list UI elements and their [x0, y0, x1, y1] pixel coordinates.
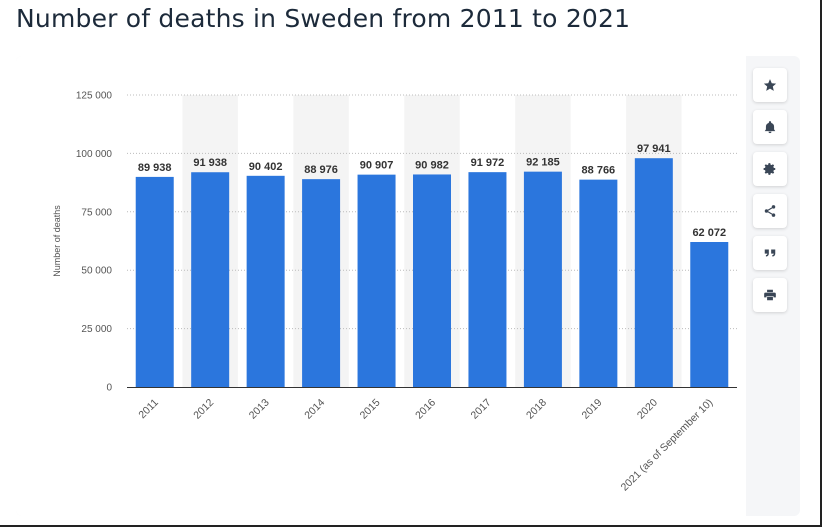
bar	[191, 172, 230, 387]
y-tick-label: 100 000	[76, 149, 113, 160]
data-label: 88 976	[304, 164, 338, 176]
page-title: Number of deaths in Sweden from 2011 to …	[16, 4, 631, 33]
x-tick-label: 2016	[413, 397, 438, 422]
print-icon	[764, 289, 776, 301]
y-axis-title: Number of deaths	[52, 205, 62, 277]
x-tick-label: 2017	[469, 397, 494, 422]
y-tick-label: 50 000	[81, 266, 112, 277]
bell-icon	[764, 121, 776, 134]
bar	[523, 171, 562, 387]
bar	[246, 175, 285, 387]
y-tick-label: 125 000	[76, 91, 113, 102]
y-tick-label: 25 000	[81, 324, 112, 335]
data-label: 89 938	[138, 162, 172, 174]
data-label: 91 938	[193, 157, 227, 169]
x-tick-label: 2018	[524, 397, 549, 422]
bar	[413, 174, 451, 387]
bar	[357, 174, 396, 387]
favorite-button[interactable]	[753, 68, 787, 102]
x-tick-label: 2014	[302, 397, 327, 422]
x-tick-label: 2020	[635, 397, 660, 422]
data-label: 90 982	[415, 159, 449, 171]
share-icon	[764, 205, 776, 217]
data-label: 92 185	[526, 157, 560, 169]
chart-toolbar	[753, 68, 789, 320]
bar	[135, 176, 174, 387]
data-label: 90 907	[360, 160, 394, 172]
gear-icon	[763, 163, 776, 175]
bar	[690, 241, 729, 387]
print-button[interactable]	[753, 278, 787, 312]
x-tick-label: 2015	[358, 397, 383, 422]
data-label: 91 972	[471, 157, 505, 169]
y-tick-label: 0	[106, 383, 112, 394]
bar	[468, 172, 507, 387]
bar	[579, 179, 618, 387]
bar	[302, 179, 341, 387]
cite-button[interactable]	[753, 236, 787, 270]
data-label: 97 941	[637, 143, 671, 155]
x-tick-label: 2011	[136, 397, 161, 422]
star-icon	[763, 79, 777, 91]
data-label: 62 072	[692, 227, 726, 239]
x-tick-label: 2021 (as of September 10)	[619, 397, 716, 494]
bar	[634, 158, 673, 387]
x-tick-label: 2019	[579, 397, 604, 422]
x-tick-label: 2012	[191, 397, 216, 422]
settings-button[interactable]	[753, 152, 787, 186]
data-label: 88 766	[582, 165, 616, 177]
notification-button[interactable]	[753, 110, 787, 144]
data-label: 90 402	[249, 161, 283, 173]
x-tick-label: 2013	[247, 397, 272, 422]
share-button[interactable]	[753, 194, 787, 228]
y-tick-label: 75 000	[81, 207, 112, 218]
quote-icon	[764, 249, 776, 257]
